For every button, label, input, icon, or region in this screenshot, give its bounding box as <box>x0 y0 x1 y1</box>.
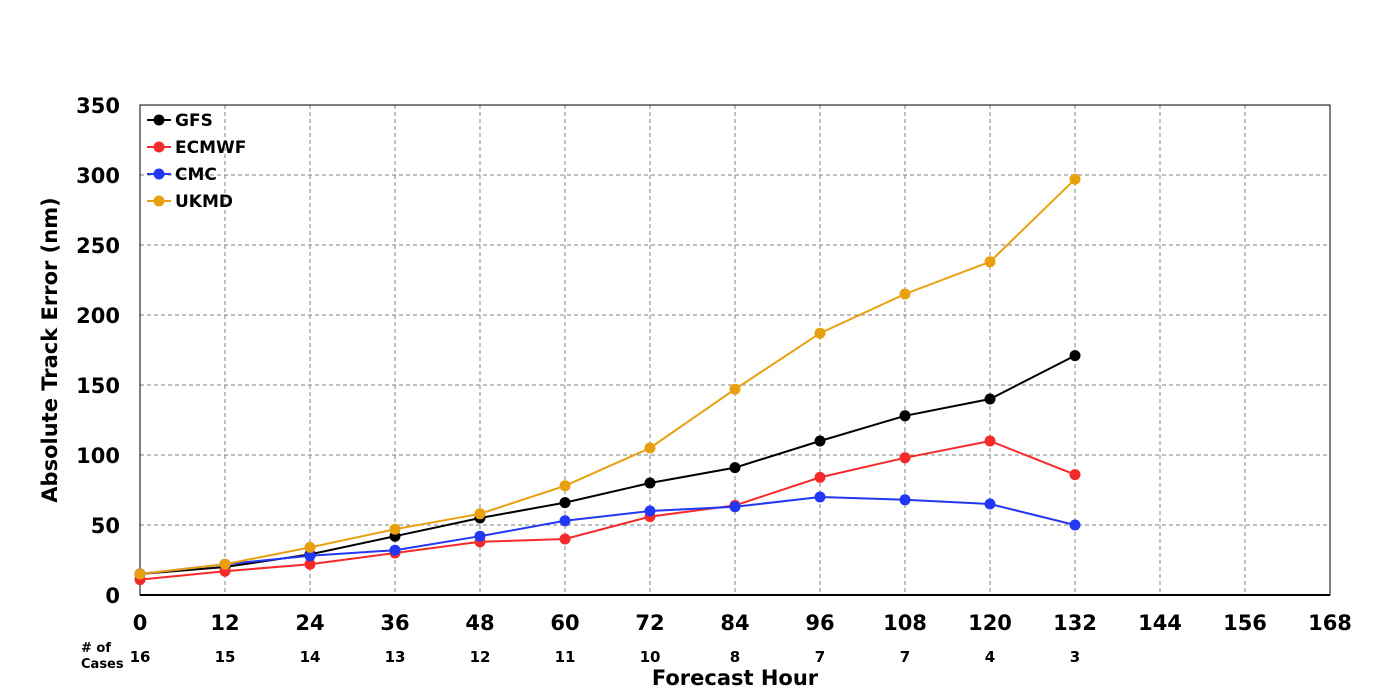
legend-label: GFS <box>175 111 213 131</box>
series-line <box>139 439 1076 581</box>
data-series <box>134 173 1081 586</box>
data-point <box>134 568 146 580</box>
data-point <box>304 541 316 553</box>
x-tick-label: 132 <box>1053 611 1097 635</box>
data-point <box>559 497 571 509</box>
data-point <box>984 256 996 268</box>
data-point <box>644 477 656 489</box>
x-tick-label: 108 <box>883 611 927 635</box>
legend-marker <box>153 141 165 153</box>
x-tick-label: 48 <box>465 611 494 635</box>
case-count: 3 <box>1070 648 1080 666</box>
x-tick-label: 120 <box>968 611 1012 635</box>
legend-marker <box>153 168 165 180</box>
x-tick-label: 60 <box>550 611 579 635</box>
data-point <box>559 480 571 492</box>
series-line <box>139 178 1076 575</box>
y-tick-label: 150 <box>76 374 120 398</box>
data-point <box>814 435 826 447</box>
legend-item-ukmd: UKMD <box>147 192 233 212</box>
data-point <box>219 558 231 570</box>
y-tick-label: 350 <box>76 94 120 118</box>
data-point <box>729 383 741 395</box>
data-point <box>984 393 996 405</box>
legend-marker <box>153 195 165 207</box>
data-point <box>899 452 911 464</box>
data-point <box>559 515 571 527</box>
data-point <box>389 544 401 556</box>
data-point <box>814 471 826 483</box>
x-tick-label: 84 <box>720 611 749 635</box>
data-point <box>729 462 741 474</box>
case-count: 8 <box>730 648 740 666</box>
data-point <box>644 442 656 454</box>
y-tick-label: 200 <box>76 304 120 328</box>
cases-label-line: Cases <box>81 657 124 672</box>
data-point <box>1069 519 1081 531</box>
legend-marker <box>153 114 165 126</box>
data-point <box>474 508 486 520</box>
cases-label: # of Cases <box>81 641 124 672</box>
data-point <box>814 327 826 339</box>
legend-item-gfs: GFS <box>147 111 213 131</box>
data-point <box>304 550 316 562</box>
case-count: 15 <box>215 648 236 666</box>
y-tick-label: 100 <box>76 444 120 468</box>
case-count: 12 <box>470 648 491 666</box>
x-tick-label: 36 <box>380 611 409 635</box>
series-ukmd <box>134 173 1081 580</box>
y-tick-label: 50 <box>91 514 120 538</box>
data-point <box>389 523 401 535</box>
legend-label: CMC <box>175 165 217 185</box>
legend-label: ECMWF <box>175 138 246 158</box>
data-point <box>304 558 316 570</box>
x-tick-label: 0 <box>133 611 148 635</box>
data-point <box>1069 469 1081 481</box>
series-line <box>139 495 1076 575</box>
x-tick-labels: 0 12 24 36 48 60 72 84 96 108 120 132 144 156 168 <box>133 611 1352 635</box>
legend-item-cmc: CMC <box>147 165 217 185</box>
data-point <box>1069 173 1081 185</box>
data-point <box>814 491 826 503</box>
y-tick-label: 250 <box>76 234 120 258</box>
x-axis-title: Forecast Hour <box>652 666 819 690</box>
data-point <box>899 410 911 422</box>
case-count: 7 <box>900 648 910 666</box>
case-count: 10 <box>640 648 661 666</box>
y-tick-labels: 0 50 100 150 200 250 300 350 <box>76 94 120 608</box>
case-count: 7 <box>815 648 825 666</box>
y-tick-label: 300 <box>76 164 120 188</box>
x-tick-label: 96 <box>805 611 834 635</box>
case-count: 4 <box>985 648 995 666</box>
data-point <box>474 530 486 542</box>
case-count: 14 <box>300 648 321 666</box>
y-tick-label: 0 <box>105 584 120 608</box>
data-point <box>729 501 741 513</box>
legend-label: UKMD <box>175 192 233 212</box>
data-point <box>899 494 911 506</box>
data-point <box>644 505 656 517</box>
x-tick-label: 144 <box>1138 611 1182 635</box>
y-axis-title: Absolute Track Error (nm) <box>38 197 62 502</box>
data-point <box>559 533 571 545</box>
x-tick-label: 72 <box>635 611 664 635</box>
case-count: 16 <box>130 648 151 666</box>
legend: GFS ECMWF CMC UKMD <box>147 111 246 212</box>
data-point <box>984 435 996 447</box>
x-tick-label: 168 <box>1308 611 1352 635</box>
case-counts: 16 15 14 13 12 11 10 8 7 7 4 3 <box>130 648 1081 666</box>
cases-label-line: # of <box>81 641 111 656</box>
case-count: 11 <box>555 648 576 666</box>
x-tick-label: 24 <box>295 611 324 635</box>
x-tick-label: 12 <box>210 611 239 635</box>
legend-item-ecmwf: ECMWF <box>147 138 246 158</box>
data-point <box>899 288 911 300</box>
data-point <box>984 498 996 510</box>
data-point <box>1069 350 1081 362</box>
x-tick-label: 156 <box>1223 611 1267 635</box>
case-count: 13 <box>385 648 406 666</box>
